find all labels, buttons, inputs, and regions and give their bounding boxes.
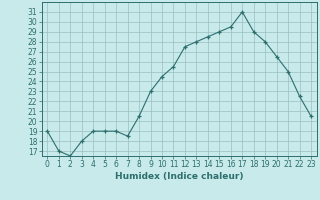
X-axis label: Humidex (Indice chaleur): Humidex (Indice chaleur) <box>115 172 244 181</box>
